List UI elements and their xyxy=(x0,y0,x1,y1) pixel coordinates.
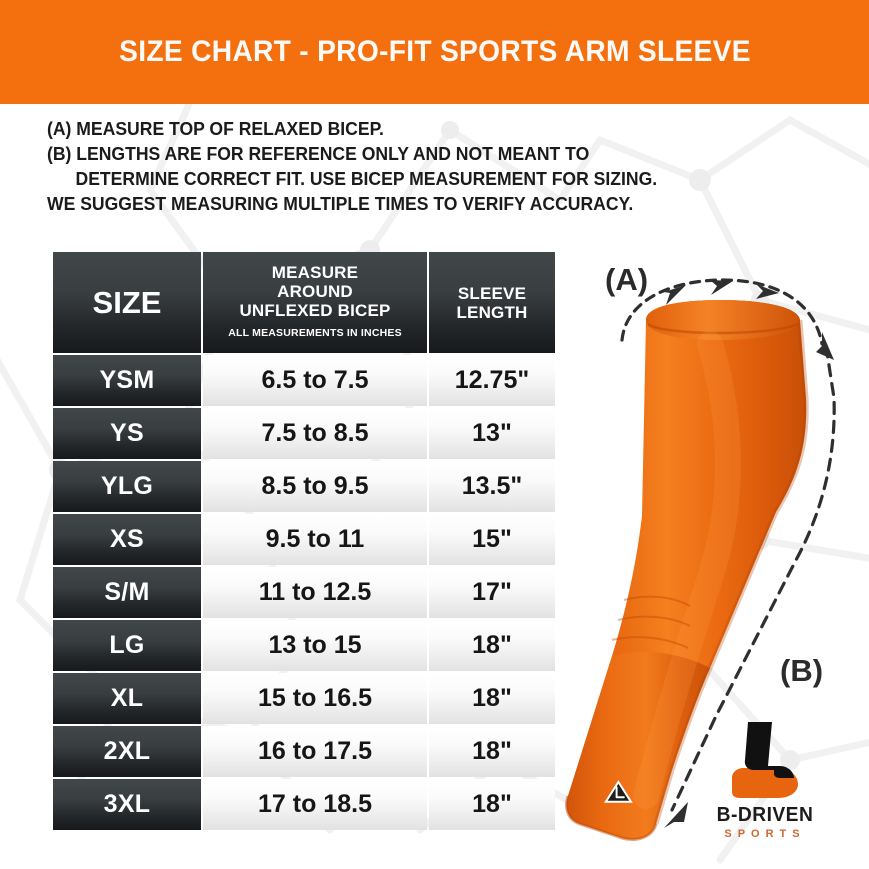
column-header-bicep: MEASURE AROUND UNFLEXED BICEP ALL MEASUR… xyxy=(203,252,427,353)
instruction-line-b: (B) LENGTHS ARE FOR REFERENCE ONLY AND N… xyxy=(47,143,590,164)
table-row: 3XL 17 to 18.5 18" xyxy=(53,779,555,830)
cell-bicep-range: 7.5 to 8.5 xyxy=(203,408,427,459)
table-header-row: SIZE MEASURE AROUND UNFLEXED BICEP ALL M… xyxy=(53,252,555,353)
table-row: YS 7.5 to 8.5 13" xyxy=(53,408,555,459)
column-header-sleeve-length: SLEEVE LENGTH xyxy=(429,252,555,353)
measurement-line-b-arrows xyxy=(664,332,834,828)
cell-bicep-range: 8.5 to 9.5 xyxy=(203,461,427,512)
column-header-bicep-line1: MEASURE xyxy=(271,262,359,282)
cell-size: 2XL xyxy=(53,726,201,777)
table-row: YLG 8.5 to 9.5 13.5" xyxy=(53,461,555,512)
cell-bicep-range: 15 to 16.5 xyxy=(203,673,427,724)
brand-logo-mark xyxy=(732,722,798,798)
cell-size: YS xyxy=(53,408,201,459)
instruction-line-b-cont: DETERMINE CORRECT FIT. USE BICEP MEASURE… xyxy=(75,168,658,189)
table-body: YSM 6.5 to 7.5 12.75" YS 7.5 to 8.5 13" YLG 8.5… xyxy=(53,355,555,830)
cell-sleeve-length: 12.75" xyxy=(429,355,555,406)
cell-sleeve-length: 18" xyxy=(429,779,555,830)
cell-bicep-range: 9.5 to 11 xyxy=(203,514,427,565)
sleeve-logo-patch xyxy=(603,780,633,803)
cell-bicep-range: 16 to 17.5 xyxy=(203,726,427,777)
cell-sleeve-length: 18" xyxy=(429,620,555,671)
cell-bicep-range: 13 to 15 xyxy=(203,620,427,671)
cell-sleeve-length: 13" xyxy=(429,408,555,459)
column-header-length-line2: LENGTH xyxy=(456,302,528,322)
cell-bicep-range: 11 to 12.5 xyxy=(203,567,427,618)
cell-size: YLG xyxy=(53,461,201,512)
cell-bicep-range: 17 to 18.5 xyxy=(203,779,427,830)
brand-wordmark: B-DRIVEN xyxy=(716,804,814,826)
table-row: XS 9.5 to 11 15" xyxy=(53,514,555,565)
cell-size: XS xyxy=(53,514,201,565)
column-header-bicep-line2: AROUND xyxy=(277,281,353,301)
cell-sleeve-length: 13.5" xyxy=(429,461,555,512)
cell-size: XL xyxy=(53,673,201,724)
page-title: SIZE CHART - PRO-FIT SPORTS ARM SLEEVE xyxy=(118,35,751,68)
table-header: SIZE MEASURE AROUND UNFLEXED BICEP ALL M… xyxy=(53,252,555,353)
table-row: LG 13 to 15 18" xyxy=(53,620,555,671)
cell-size: YSM xyxy=(53,355,201,406)
cell-bicep-range: 6.5 to 7.5 xyxy=(203,355,427,406)
brand-subtext: SPORTS xyxy=(724,828,806,840)
size-chart-table: SIZE MEASURE AROUND UNFLEXED BICEP ALL M… xyxy=(51,250,557,832)
table-row: XL 15 to 16.5 18" xyxy=(53,673,555,724)
column-header-size: SIZE xyxy=(53,252,201,353)
header-bar: SIZE CHART - PRO-FIT SPORTS ARM SLEEVE xyxy=(0,0,869,104)
instructions-block: (A) MEASURE TOP OF RELAXED BICEP. (B) LE… xyxy=(47,116,767,216)
cell-size: 3XL xyxy=(53,779,201,830)
instruction-line-a: (A) MEASURE TOP OF RELAXED BICEP. xyxy=(47,118,384,139)
measurement-label-b: (B) xyxy=(780,653,824,688)
cell-sleeve-length: 17" xyxy=(429,567,555,618)
instruction-line-suggest: WE SUGGEST MEASURING MULTIPLE TIMES TO V… xyxy=(47,193,634,214)
brand-logo: B-DRIVEN SPORTS xyxy=(680,718,850,848)
column-header-bicep-line3: UNFLEXED BICEP xyxy=(239,300,391,320)
measurement-label-a: (A) xyxy=(605,262,649,297)
table-row: YSM 6.5 to 7.5 12.75" xyxy=(53,355,555,406)
cell-size: LG xyxy=(53,620,201,671)
table-row: 2XL 16 to 17.5 18" xyxy=(53,726,555,777)
cell-sleeve-length: 18" xyxy=(429,726,555,777)
cell-sleeve-length: 18" xyxy=(429,673,555,724)
column-header-length-line1: SLEEVE xyxy=(457,283,527,303)
table-row: S/M 11 to 12.5 17" xyxy=(53,567,555,618)
column-header-bicep-note: ALL MEASUREMENTS IN INCHES xyxy=(228,326,402,339)
cell-sleeve-length: 15" xyxy=(429,514,555,565)
column-header-size-label: SIZE xyxy=(92,284,162,320)
cell-size: S/M xyxy=(53,567,201,618)
